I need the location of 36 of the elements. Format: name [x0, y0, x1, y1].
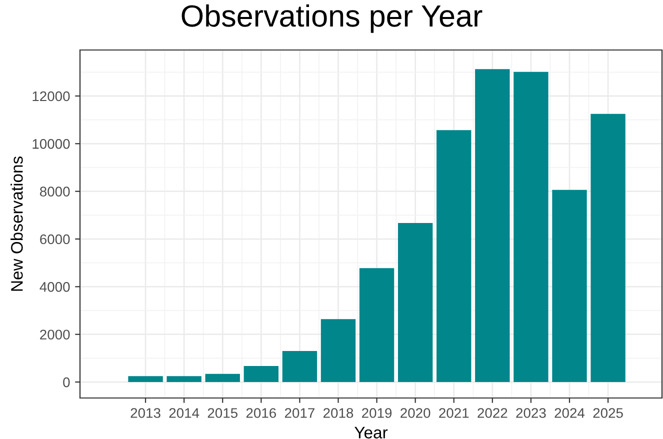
x-tick-label: 2019 [362, 408, 392, 418]
bar [359, 268, 394, 382]
x-tick-label: 2016 [246, 408, 276, 418]
x-tick-label: 2025 [593, 408, 623, 418]
y-tick-label: 6000 [40, 234, 70, 244]
x-tick-label: 2013 [130, 408, 160, 418]
bar [514, 72, 548, 382]
y-tick-label: 4000 [40, 282, 70, 292]
x-tick-label: 2014 [169, 408, 200, 418]
bar [282, 351, 318, 382]
y-tick-label: 0 [63, 377, 70, 388]
x-tick-label: 2022 [478, 408, 508, 418]
bar [166, 376, 202, 382]
bar [475, 69, 510, 382]
y-tick-label: 2000 [40, 330, 70, 340]
x-tick-label: 2023 [516, 408, 546, 418]
y-tick-label: 12000 [32, 91, 70, 102]
bar [244, 366, 278, 382]
chart-title: Observations per Year [182, 4, 482, 33]
y-tick-label: 10000 [32, 139, 70, 149]
x-tick-label: 2020 [400, 408, 430, 418]
bar [436, 130, 472, 382]
y-tick-label: 8000 [40, 186, 70, 197]
bar [590, 114, 626, 382]
x-tick-label: 2018 [323, 408, 354, 418]
x-tick-label: 2024 [554, 408, 585, 418]
x-tick-label: 2021 [439, 408, 469, 418]
y-axis-title: New Observations [10, 156, 23, 291]
bar [205, 374, 240, 382]
x-tick-label: 2017 [284, 408, 314, 418]
x-tick-label: 2015 [208, 408, 238, 418]
x-axis-title: Year [354, 426, 388, 438]
bar [552, 190, 587, 382]
bar [128, 376, 163, 382]
bar [398, 223, 433, 382]
bar [320, 319, 356, 382]
